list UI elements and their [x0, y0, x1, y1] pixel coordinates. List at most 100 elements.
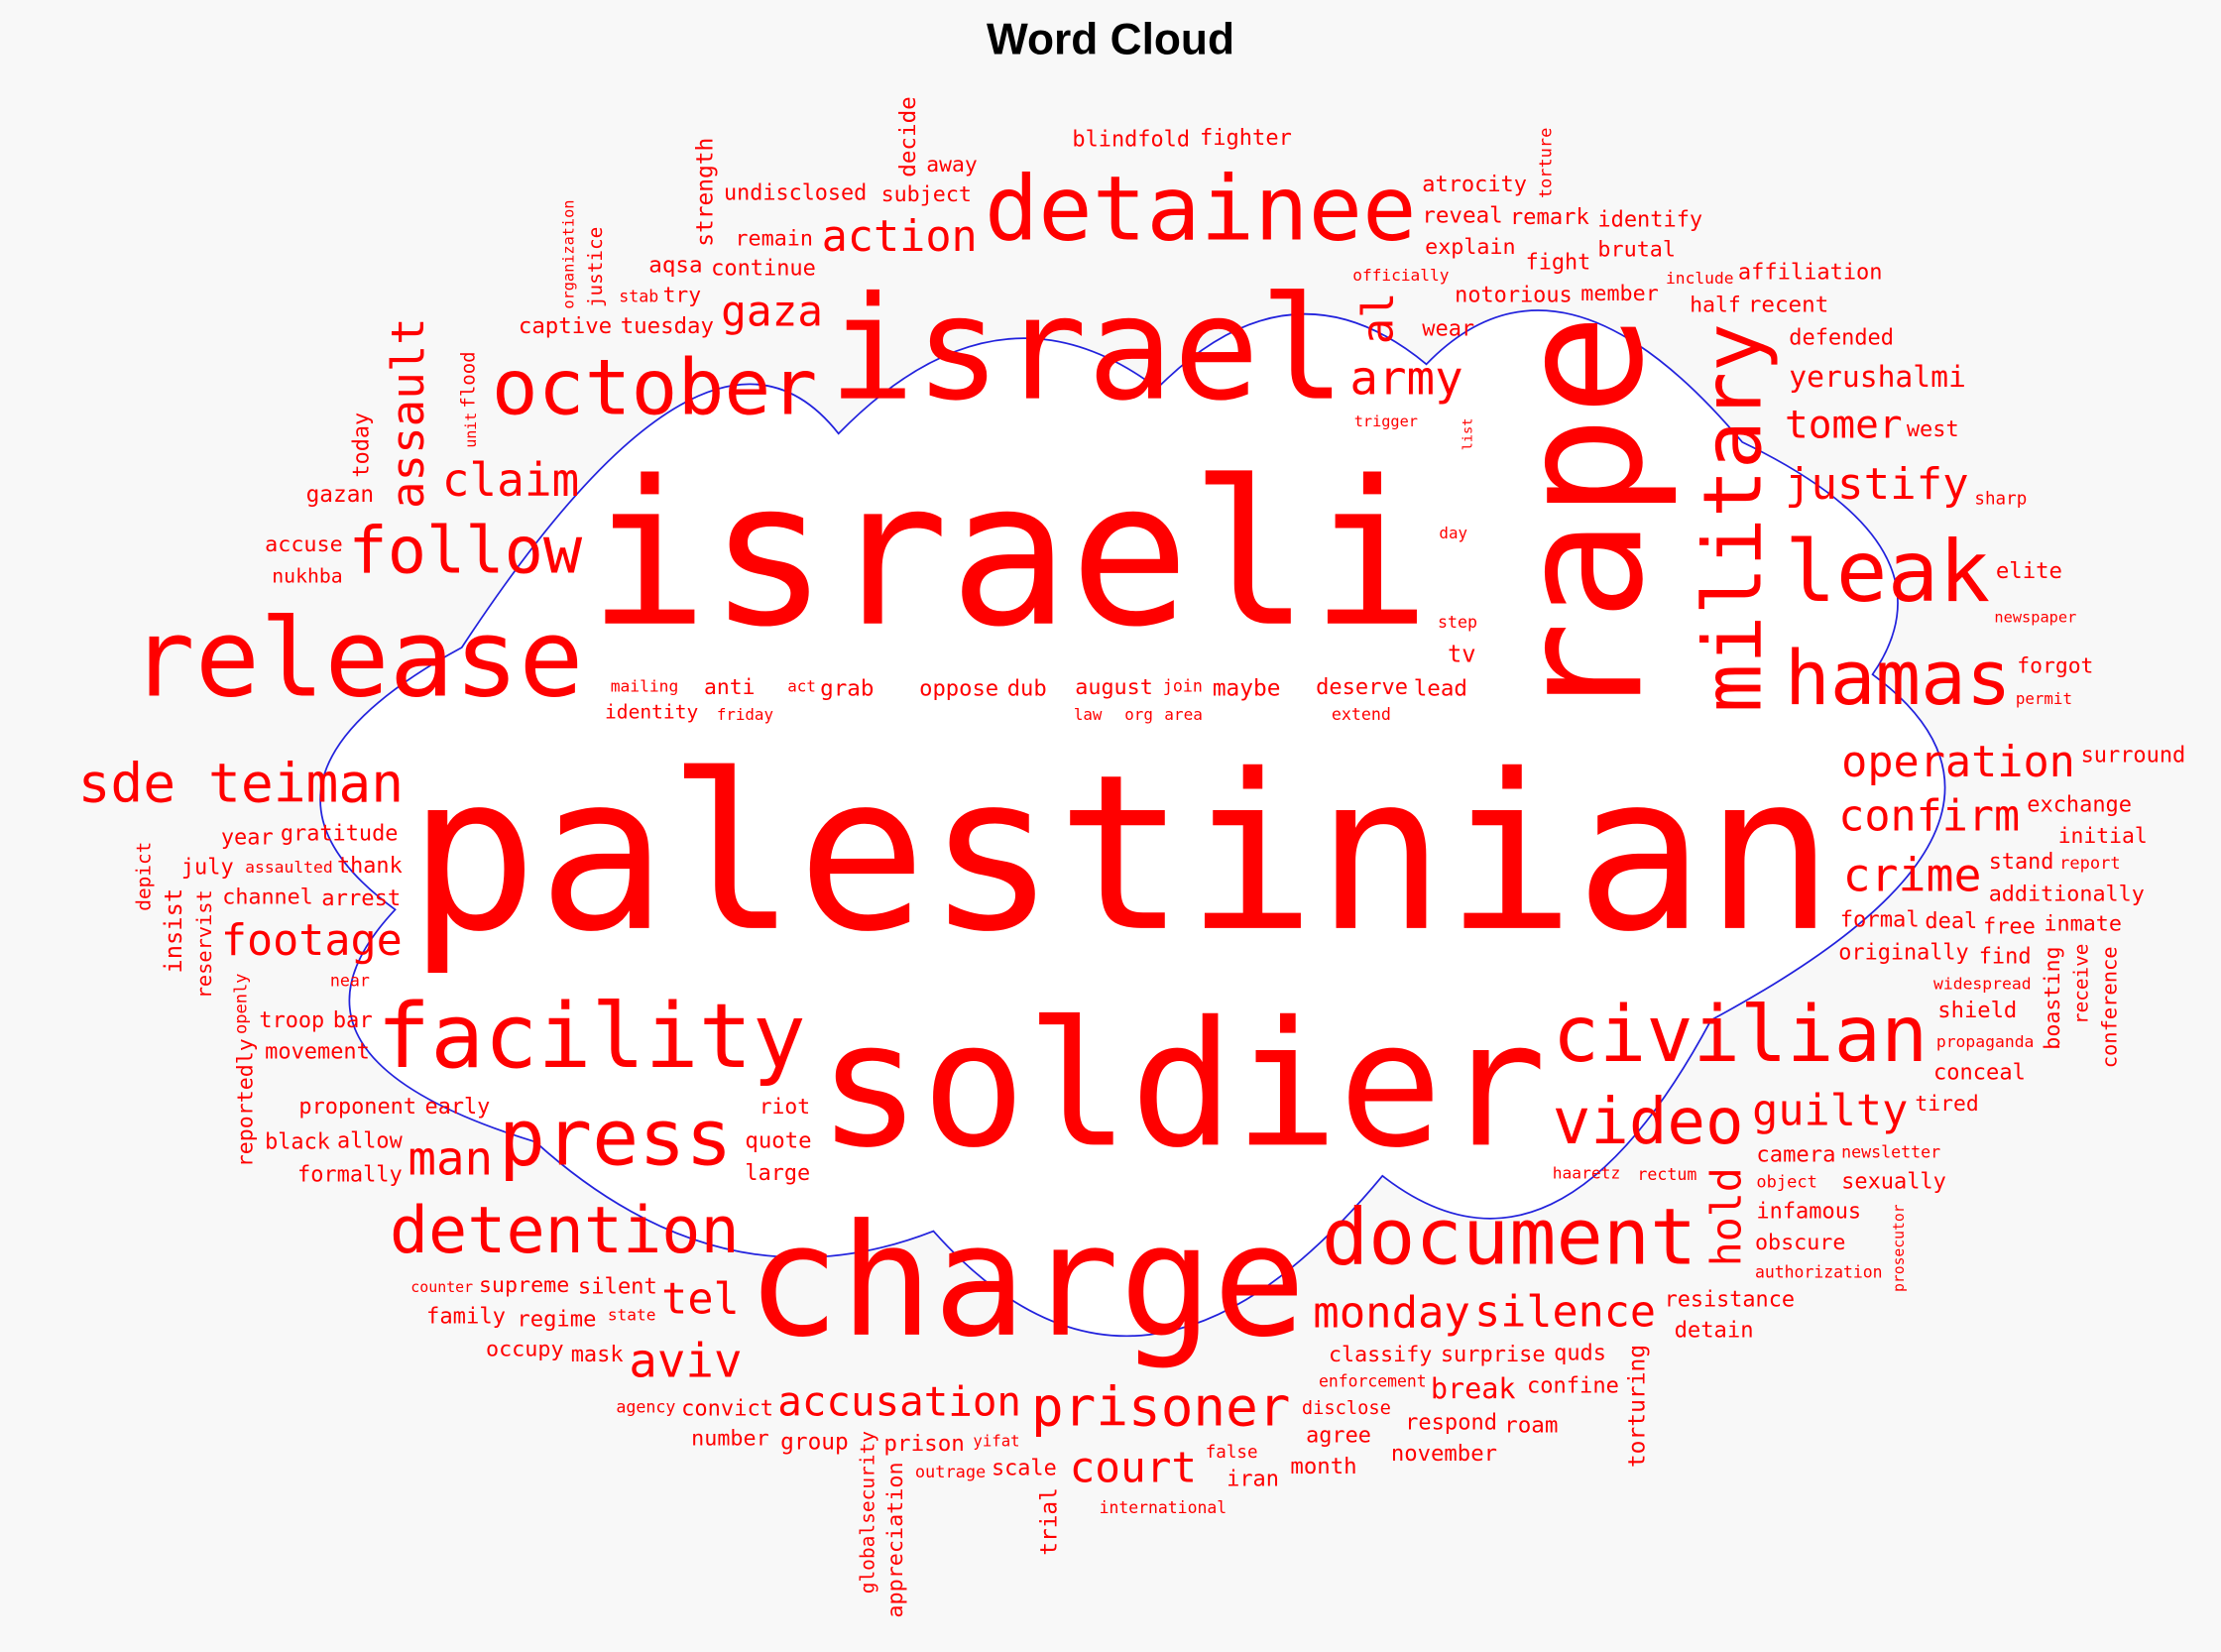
- word-day: day: [1439, 524, 1467, 542]
- word-november: november: [1391, 1441, 1497, 1467]
- word-army: army: [1349, 351, 1462, 406]
- word-fight: fight: [1526, 251, 1591, 276]
- word-disclose: disclose: [1302, 1398, 1391, 1419]
- word-originally: originally: [1838, 940, 1968, 965]
- word-group: group: [780, 1430, 849, 1456]
- word-maybe: maybe: [1213, 676, 1281, 702]
- word-fighter: fighter: [1200, 126, 1292, 151]
- word-newspaper: newspaper: [1994, 608, 2076, 626]
- word-quds: quds: [1554, 1342, 1606, 1366]
- word-conference: conference: [2097, 946, 2121, 1068]
- word-iran: iran: [1227, 1468, 1279, 1492]
- word-detention: detention: [390, 1194, 740, 1268]
- word-soldier: soldier: [817, 985, 1547, 1186]
- word-operation: operation: [1841, 738, 2075, 787]
- word-step: step: [1438, 613, 1477, 632]
- word-area: area: [1164, 705, 1203, 724]
- word-detain: detain: [1675, 1318, 1754, 1344]
- word-accusation: accusation: [777, 1377, 1021, 1425]
- word-israeli: israeli: [588, 438, 1431, 671]
- word-resistance: resistance: [1665, 1287, 1795, 1312]
- word-formally: formally: [297, 1163, 403, 1188]
- word-notorious: notorious: [1455, 283, 1573, 307]
- word-stand: stand: [1989, 850, 2054, 875]
- word-sexually: sexually: [1841, 1170, 1946, 1195]
- word-channel: channel: [222, 885, 312, 910]
- word-deal: deal: [1925, 909, 1977, 934]
- word-permit: permit: [2016, 689, 2072, 708]
- word-forgot: forgot: [2017, 654, 2093, 679]
- word-allow: allow: [337, 1128, 404, 1153]
- word-dub: dub: [1007, 676, 1047, 702]
- word-tel: tel: [661, 1274, 740, 1324]
- word-palestinian: palestinian: [408, 729, 1834, 980]
- word-today: today: [349, 413, 374, 478]
- word-decide: decide: [895, 96, 921, 177]
- word-sde-teiman: sde teiman: [78, 752, 405, 815]
- word-justify: justify: [1785, 459, 1969, 510]
- word-half: half: [1690, 293, 1740, 317]
- word-surround: surround: [2081, 744, 2186, 768]
- word-trial: trial: [1037, 1487, 1063, 1556]
- word-guilty: guilty: [1752, 1086, 1908, 1135]
- word-authorization: authorization: [1755, 1263, 1883, 1282]
- word-prisoner: prisoner: [1031, 1375, 1290, 1438]
- word-detainee: detainee: [985, 158, 1417, 262]
- word-august: august: [1075, 675, 1153, 700]
- word-deserve: deserve: [1316, 675, 1408, 700]
- word-silence: silence: [1474, 1287, 1656, 1337]
- word-october: october: [492, 343, 818, 432]
- word-israel: israel: [829, 267, 1345, 433]
- word-friday: friday: [717, 705, 773, 724]
- word-break: break: [1431, 1372, 1516, 1405]
- word-prosecutor: prosecutor: [1891, 1204, 1908, 1292]
- word-unit: unit: [463, 413, 480, 448]
- word-riot: riot: [760, 1095, 810, 1120]
- word-tv: tv: [1448, 640, 1476, 667]
- word-widespread: widespread: [1933, 974, 2032, 993]
- word-propaganda: propaganda: [1936, 1032, 2035, 1051]
- word-free: free: [1983, 915, 2036, 940]
- word-flood: flood: [458, 351, 480, 408]
- word-assault: assault: [382, 317, 434, 509]
- word-false: false: [1206, 1443, 1258, 1463]
- word-trigger: trigger: [1354, 413, 1418, 430]
- word-inmate: inmate: [2044, 912, 2122, 937]
- word-undisclosed: undisclosed: [724, 181, 867, 206]
- word-bar: bar: [333, 1007, 373, 1033]
- word-arrest: arrest: [321, 885, 401, 911]
- word-proponent: proponent: [298, 1095, 416, 1120]
- word-depict: depict: [132, 842, 155, 911]
- word-infamous: infamous: [1756, 1200, 1861, 1225]
- word-black: black: [265, 1130, 330, 1155]
- word-july: july: [181, 856, 234, 881]
- word-aviv: aviv: [629, 1335, 742, 1389]
- word-leak: leak: [1785, 523, 1990, 622]
- word-tuesday: tuesday: [621, 313, 714, 339]
- word-rape: rape: [1481, 313, 1681, 724]
- word-continue: continue: [711, 256, 816, 281]
- word-include: include: [1666, 269, 1734, 288]
- word-state: state: [608, 1306, 656, 1325]
- word-crime: crime: [1843, 849, 1982, 902]
- word-agency: agency: [616, 1397, 675, 1416]
- word-agree: agree: [1306, 1423, 1371, 1448]
- word-subject: subject: [881, 182, 972, 207]
- word-claim: claim: [442, 453, 580, 507]
- word-additionally: additionally: [1989, 883, 2145, 907]
- word-identify: identify: [1597, 208, 1702, 233]
- word-hamas: hamas: [1785, 635, 2012, 722]
- word-organization: organization: [560, 200, 578, 309]
- word-elite: elite: [1996, 558, 2062, 584]
- word-quote: quote: [745, 1127, 811, 1153]
- word-al: al: [1352, 292, 1403, 344]
- word-grab: grab: [820, 676, 874, 702]
- word-try: try: [663, 283, 702, 307]
- word-prison: prison: [883, 1431, 964, 1457]
- word-international: international: [1100, 1498, 1227, 1517]
- word-near: near: [330, 971, 370, 990]
- word-convict: convict: [681, 1396, 773, 1421]
- word-report: report: [2059, 854, 2120, 874]
- word-haaretz: haaretz: [1553, 1164, 1621, 1183]
